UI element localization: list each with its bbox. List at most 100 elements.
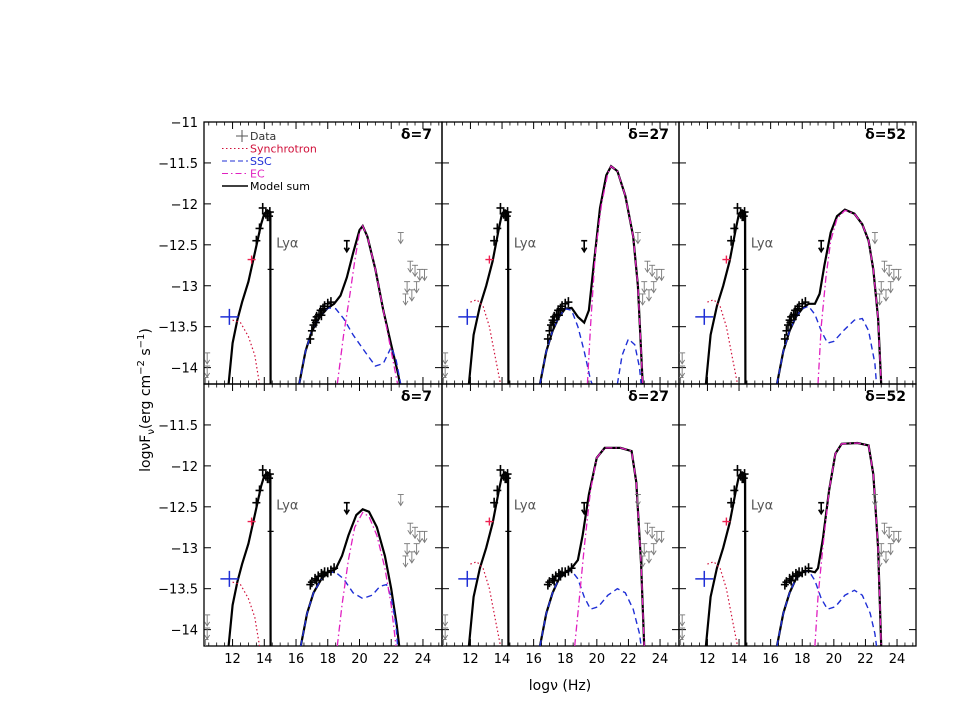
upper-limit-gray-arrow — [412, 534, 418, 540]
ssc-line — [776, 569, 878, 646]
upper-limit-gray-arrow — [878, 288, 885, 294]
upper-limit-gray-arrow — [641, 550, 648, 556]
panel-label: δ=7 — [401, 389, 432, 405]
y-label-mid: s — [138, 348, 154, 360]
synchrotron-line — [470, 299, 502, 384]
panel-label: δ=27 — [628, 127, 669, 143]
upper-limit-gray-arrow — [413, 550, 420, 556]
y-tick-label: −12 — [171, 460, 198, 475]
x-tick-label: 12 — [224, 652, 241, 667]
plot-area — [678, 441, 902, 650]
upper-limit-gray-arrow — [646, 296, 652, 302]
legend-item-data: Data — [236, 130, 276, 143]
ec-line — [336, 224, 399, 384]
x-tick-label: 24 — [415, 652, 432, 667]
ec-line — [574, 447, 645, 646]
panel-grid: −11 −11.5 −12 −12.5 −13 −13.5 −14 Lyα δ=7 Lyα δ=27… — [158, 116, 917, 667]
panel-1: −11 −11.5 −12 −12.5 −13 −13.5 −14 Lyα δ=7 — [158, 116, 443, 385]
x-tick-label: 12 — [699, 652, 716, 667]
panel-6: 12 14 16 18 20 22 24 Lyα δ=52 — [678, 383, 917, 667]
y-tick-label: −13.5 — [158, 321, 198, 336]
upper-limit-gray-arrow — [408, 558, 415, 564]
upper-limit-gray-arrow — [441, 646, 446, 650]
y-label-sub: ν — [146, 429, 157, 435]
upper-limit-gray-arrow — [679, 359, 686, 365]
upper-limit-gray-arrow — [876, 300, 883, 306]
upper-limit-gray-arrow — [887, 550, 894, 556]
x-axis-label: logν (Hz) — [529, 678, 591, 694]
upper-limit-black-arrow — [818, 509, 825, 516]
panel-frame — [678, 121, 917, 385]
upper-limit-gray-arrow — [412, 272, 418, 278]
upper-limit-gray-arrow — [876, 562, 883, 568]
y-tick-label: −14 — [171, 362, 198, 377]
upper-limit-gray-arrow — [886, 534, 893, 540]
ec-line — [586, 165, 644, 384]
legend-item-model_sum: Model sum — [222, 180, 310, 193]
upper-limit-gray-arrow — [653, 538, 660, 544]
legend-label: Model sum — [250, 180, 310, 193]
lya-label: Lyα — [276, 498, 298, 513]
legend-label: EC — [250, 168, 265, 181]
upper-limit-gray-arrow — [872, 501, 878, 507]
upper-limit-gray-arrow — [887, 288, 894, 294]
upper-limit-gray-arrow — [639, 562, 646, 568]
legend-item-ec: EC — [222, 168, 265, 181]
synchrotron-line — [232, 319, 261, 384]
upper-limit-gray-arrow — [890, 538, 897, 544]
upper-limit-gray-arrow — [402, 562, 409, 568]
upper-limit-gray-arrow — [421, 276, 428, 282]
ssc-line — [298, 307, 402, 384]
y-label-close: ) — [138, 328, 154, 333]
upper-limit-gray-arrow — [421, 538, 428, 544]
y-tick-label: −14 — [171, 624, 198, 639]
upper-limit-gray-arrow — [883, 558, 889, 564]
y-tick-label: −13.5 — [158, 583, 198, 598]
upper-limit-gray-arrow — [658, 276, 665, 282]
upper-limit-gray-arrow — [679, 634, 686, 640]
legend-label: Data — [250, 130, 276, 143]
upper-limit-gray-arrow — [635, 239, 641, 245]
plot-area — [442, 164, 665, 384]
y-tick-label: −12 — [171, 198, 198, 213]
x-tick-label: 24 — [652, 652, 669, 667]
upper-limit-gray-arrow — [872, 239, 878, 245]
model-sum-line — [227, 209, 402, 384]
panel-label: δ=52 — [865, 389, 906, 405]
panel-frame — [678, 383, 917, 647]
synchrotron-line — [232, 581, 261, 646]
upper-limit-gray-arrow — [881, 529, 888, 536]
x-tick-label: 22 — [383, 652, 400, 667]
upper-limit-gray-arrow — [886, 272, 893, 278]
y-tick-label: −11.5 — [158, 419, 198, 434]
x-tick-label: 18 — [794, 652, 811, 667]
upper-limit-gray-arrow — [878, 550, 885, 556]
upper-limit-gray-arrow — [442, 372, 449, 378]
upper-limit-gray-arrow — [650, 288, 657, 294]
plot-area — [679, 202, 902, 384]
lya-label: Lyα — [514, 236, 536, 251]
ec-line — [817, 209, 882, 384]
upper-limit-gray-arrow — [646, 558, 652, 564]
upper-limit-gray-arrow — [678, 646, 683, 650]
y-tick-label: −11 — [171, 116, 198, 131]
upper-limit-gray-arrow — [881, 267, 888, 274]
upper-limit-gray-arrow — [204, 359, 211, 365]
x-tick-label: 20 — [589, 652, 606, 667]
x-tick-label: 18 — [557, 652, 574, 667]
upper-limit-gray-arrow — [404, 550, 410, 556]
upper-limit-gray-arrow — [653, 276, 660, 282]
upper-limit-gray-arrow — [407, 267, 414, 274]
upper-limit-gray-arrow — [644, 529, 651, 536]
upper-limit-gray-arrow — [641, 288, 648, 294]
y-label-main: logνF — [138, 435, 154, 472]
y-tick-label: −11.5 — [158, 157, 198, 172]
lya-label: Lyα — [514, 498, 536, 513]
upper-limit-gray-arrow — [442, 359, 449, 365]
lya-label: Lyα — [276, 236, 298, 251]
plot-area — [204, 464, 428, 646]
legend-item-ssc: SSC — [222, 155, 272, 168]
x-tick-label: 16 — [288, 652, 305, 667]
synchrotron-line — [470, 561, 502, 646]
